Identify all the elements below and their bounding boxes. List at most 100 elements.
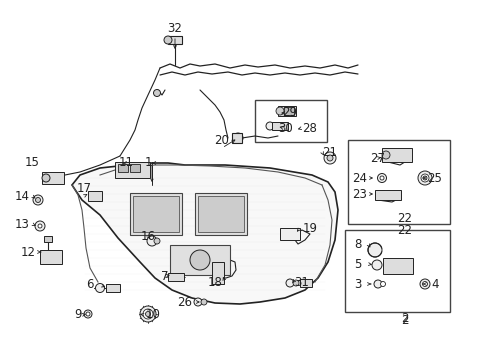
Bar bbox=[231, 133, 242, 143]
Text: 14: 14 bbox=[15, 189, 29, 202]
Circle shape bbox=[145, 311, 150, 316]
Circle shape bbox=[163, 36, 172, 44]
Text: 30: 30 bbox=[278, 122, 293, 135]
Circle shape bbox=[367, 243, 381, 257]
Circle shape bbox=[33, 195, 43, 205]
Bar bbox=[280, 228, 299, 240]
Bar bbox=[170, 245, 229, 275]
Bar bbox=[195, 193, 246, 235]
Text: 28: 28 bbox=[302, 122, 317, 135]
Circle shape bbox=[420, 174, 428, 182]
Text: 25: 25 bbox=[427, 171, 442, 184]
Circle shape bbox=[142, 309, 153, 319]
Circle shape bbox=[292, 280, 298, 286]
Text: 26: 26 bbox=[177, 296, 192, 309]
Circle shape bbox=[380, 282, 385, 287]
Circle shape bbox=[275, 107, 284, 115]
Text: 19: 19 bbox=[302, 221, 317, 234]
Circle shape bbox=[147, 236, 157, 246]
Bar bbox=[168, 273, 183, 281]
Text: 22: 22 bbox=[397, 211, 412, 225]
Circle shape bbox=[153, 90, 160, 96]
Text: 23: 23 bbox=[352, 188, 366, 201]
Text: 20: 20 bbox=[214, 134, 229, 147]
Bar bbox=[88, 191, 102, 201]
Bar bbox=[130, 193, 182, 235]
Circle shape bbox=[140, 306, 156, 322]
Text: 29: 29 bbox=[282, 107, 297, 120]
Circle shape bbox=[371, 260, 381, 270]
Circle shape bbox=[38, 224, 42, 228]
Bar bbox=[198, 196, 244, 232]
Text: 7: 7 bbox=[161, 270, 168, 283]
Circle shape bbox=[95, 284, 104, 292]
Circle shape bbox=[373, 280, 381, 288]
Circle shape bbox=[381, 151, 389, 159]
Bar bbox=[42, 172, 64, 184]
Text: 1: 1 bbox=[144, 157, 151, 170]
Circle shape bbox=[379, 176, 383, 180]
Text: 2: 2 bbox=[401, 314, 408, 327]
Bar bbox=[115, 162, 150, 178]
Bar bbox=[40, 250, 62, 264]
Bar bbox=[271, 122, 287, 130]
Circle shape bbox=[201, 299, 206, 305]
Bar bbox=[118, 164, 128, 172]
Text: 18: 18 bbox=[207, 275, 222, 288]
Circle shape bbox=[422, 176, 426, 180]
Text: 27: 27 bbox=[370, 152, 385, 165]
Circle shape bbox=[419, 279, 429, 289]
Bar bbox=[130, 164, 140, 172]
Circle shape bbox=[285, 279, 293, 287]
Circle shape bbox=[35, 221, 45, 231]
Bar bbox=[168, 36, 182, 44]
Circle shape bbox=[232, 133, 243, 143]
Circle shape bbox=[417, 171, 431, 185]
Circle shape bbox=[377, 174, 386, 183]
Circle shape bbox=[154, 238, 160, 244]
Circle shape bbox=[265, 122, 273, 130]
Polygon shape bbox=[72, 163, 337, 304]
Bar bbox=[254, 100, 326, 142]
Text: 16: 16 bbox=[140, 230, 155, 243]
Text: 2: 2 bbox=[401, 311, 408, 324]
Text: 11: 11 bbox=[118, 157, 133, 170]
Circle shape bbox=[36, 198, 41, 202]
Bar bbox=[133, 196, 179, 232]
Bar bbox=[278, 106, 295, 116]
Text: 31: 31 bbox=[294, 275, 309, 288]
Bar bbox=[374, 190, 400, 200]
Bar bbox=[299, 279, 311, 287]
Text: 8: 8 bbox=[354, 238, 361, 251]
Text: 15: 15 bbox=[24, 156, 40, 168]
Text: 10: 10 bbox=[145, 309, 160, 321]
Bar bbox=[345, 230, 449, 312]
Text: 32: 32 bbox=[167, 22, 182, 35]
Text: 24: 24 bbox=[352, 171, 367, 184]
Circle shape bbox=[190, 250, 209, 270]
Circle shape bbox=[84, 310, 92, 318]
Circle shape bbox=[42, 174, 50, 182]
Text: 12: 12 bbox=[20, 246, 36, 258]
Text: 6: 6 bbox=[86, 279, 94, 292]
Text: 5: 5 bbox=[354, 257, 361, 270]
Bar bbox=[44, 236, 52, 242]
Bar bbox=[284, 107, 293, 115]
Text: 3: 3 bbox=[354, 278, 361, 291]
Text: 22: 22 bbox=[397, 224, 412, 237]
Text: 21: 21 bbox=[322, 145, 337, 158]
Text: 4: 4 bbox=[430, 278, 438, 291]
Circle shape bbox=[326, 155, 332, 161]
Circle shape bbox=[422, 282, 427, 287]
Circle shape bbox=[324, 152, 335, 164]
Circle shape bbox=[194, 298, 202, 306]
Bar bbox=[382, 258, 412, 274]
Text: 9: 9 bbox=[74, 309, 81, 321]
Bar bbox=[106, 284, 120, 292]
Text: 17: 17 bbox=[76, 181, 91, 194]
Bar bbox=[347, 140, 449, 224]
Bar bbox=[212, 262, 224, 284]
Text: 13: 13 bbox=[15, 217, 29, 230]
Bar bbox=[381, 148, 411, 162]
Circle shape bbox=[86, 312, 90, 316]
